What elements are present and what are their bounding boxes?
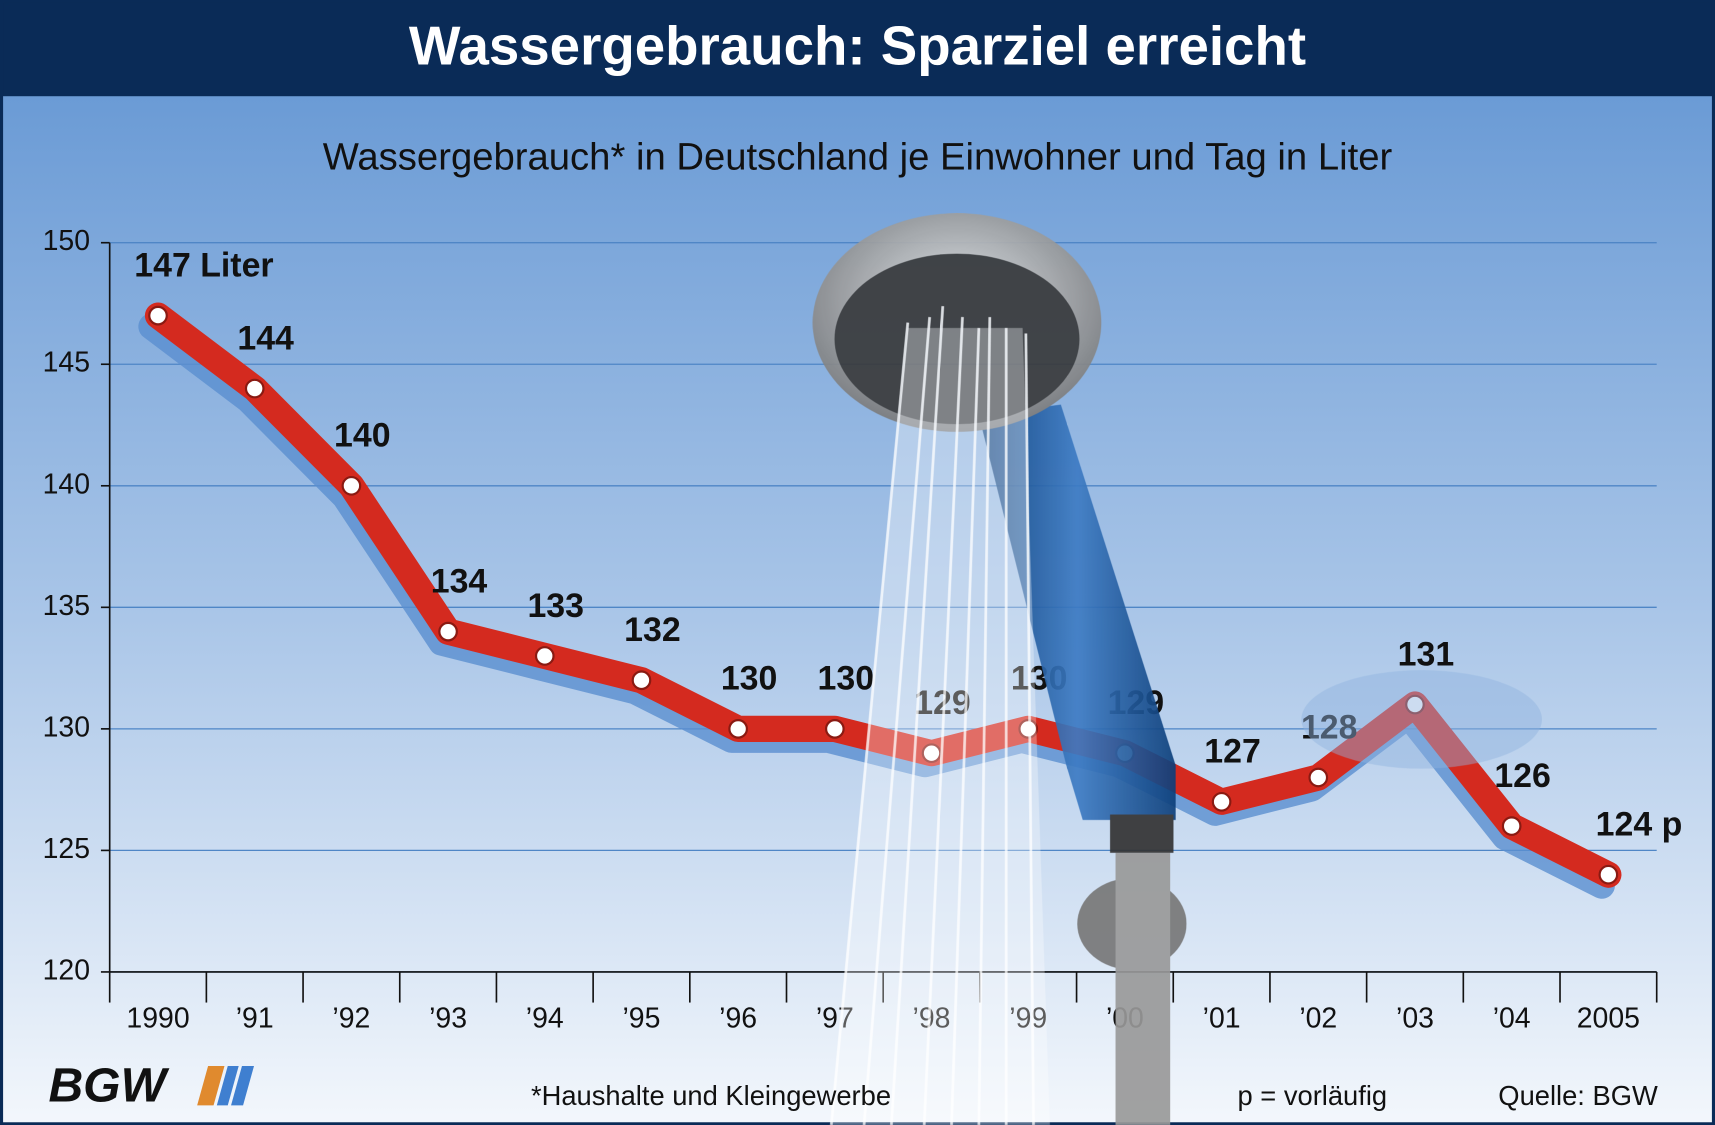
x-tick-label: ’94 — [526, 1003, 564, 1035]
note: p = vorläufig — [1237, 1080, 1387, 1111]
line — [144, 302, 1622, 888]
value-label: 130 — [721, 660, 778, 698]
y-tick-label: 130 — [43, 711, 90, 743]
chart-title: Wassergebrauch: Sparziel erreicht — [409, 16, 1306, 77]
x-tick-label: 1990 — [126, 1003, 189, 1035]
point — [341, 475, 362, 496]
point — [244, 378, 265, 399]
value-label: 133 — [527, 587, 584, 625]
x-tick-label: 2005 — [1577, 1003, 1640, 1035]
value-label: 132 — [624, 611, 681, 649]
value-label: 147 Liter — [134, 246, 273, 284]
point — [921, 743, 942, 764]
value-label: 130 — [818, 660, 875, 698]
point — [631, 670, 652, 691]
y-tick-label: 150 — [43, 225, 90, 257]
y-tick-label: 135 — [43, 590, 90, 622]
point — [1018, 719, 1039, 739]
y-tick-label: 125 — [43, 833, 90, 865]
point — [1405, 694, 1425, 715]
point — [534, 646, 555, 666]
value-label: 124 p — [1596, 806, 1683, 844]
logo-text: BGW — [48, 1059, 169, 1113]
value-label: 144 — [237, 319, 294, 357]
x-tick-label: ’04 — [1493, 1003, 1531, 1035]
point — [1308, 767, 1329, 788]
source: Quelle: BGW — [1498, 1080, 1658, 1111]
value-label: 131 — [1398, 635, 1455, 673]
header-bar — [0, 0, 1715, 97]
value-label: 140 — [334, 417, 391, 455]
y-tick-label: 140 — [43, 468, 90, 500]
x-tick-label: ’97 — [816, 1003, 854, 1035]
x-tick-label: ’91 — [236, 1003, 274, 1035]
x-tick-label: ’92 — [332, 1003, 370, 1035]
point — [438, 621, 458, 642]
y-tick-label: 120 — [43, 954, 90, 986]
point — [825, 719, 845, 739]
x-tick-label: ’93 — [429, 1003, 467, 1035]
point — [1501, 816, 1522, 836]
footnote: *Haushalte und Kleingewerbe — [531, 1080, 891, 1111]
x-tick-label: ’96 — [719, 1003, 757, 1035]
logo: BGW — [48, 1059, 255, 1113]
point — [728, 719, 748, 739]
point — [1598, 864, 1619, 885]
x-tick-label: ’99 — [1009, 1003, 1047, 1035]
x-tick-label: ’98 — [913, 1003, 951, 1035]
x-tick-label: ’03 — [1396, 1003, 1434, 1035]
x-tick-label: ’02 — [1299, 1003, 1337, 1035]
value-label: 127 — [1204, 733, 1261, 771]
point — [148, 305, 168, 326]
value-label: 126 — [1494, 757, 1551, 795]
shower-illustration — [812, 213, 1542, 1125]
value-label: 134 — [431, 562, 488, 600]
point — [1211, 791, 1232, 812]
y-tick-label: 145 — [43, 347, 90, 379]
x-tick-label: ’95 — [623, 1003, 661, 1035]
x-tick-label: ’01 — [1203, 1003, 1241, 1035]
value-label: 128 — [1301, 708, 1358, 746]
chart-subtitle: Wassergebrauch* in Deutschland je Einwoh… — [323, 136, 1393, 179]
